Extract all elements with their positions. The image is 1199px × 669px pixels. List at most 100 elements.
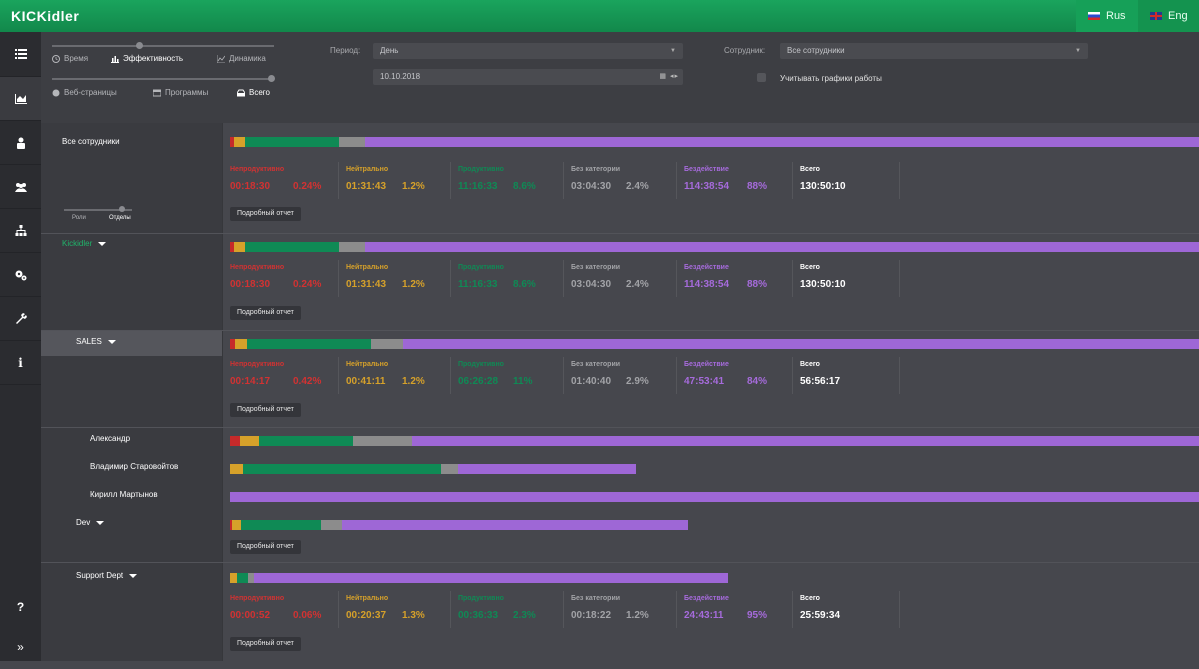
stat-value: 11:16:33	[458, 181, 498, 192]
stat-percent: 0.42%	[293, 376, 322, 387]
group-support[interactable]: Support Dept	[76, 571, 138, 580]
group-sales-bar[interactable]	[230, 339, 1199, 349]
sidebar-settings-button[interactable]	[0, 253, 41, 297]
sidebar-chart-button[interactable]	[0, 77, 41, 121]
tab-dynamics[interactable]: Динамика	[217, 54, 266, 63]
caret-down-icon[interactable]	[96, 520, 105, 525]
employee-select[interactable]: Все сотрудники ▼	[780, 43, 1088, 59]
departments-label[interactable]: Отделы	[109, 215, 131, 221]
stat-value: 11:16:33	[458, 279, 498, 290]
bar-segment-idle	[342, 520, 688, 530]
sidebar-user-lock-button[interactable]	[0, 121, 41, 165]
tab-programs[interactable]: Программы	[153, 88, 208, 97]
tab-efficiency[interactable]: Эффективность	[111, 54, 183, 63]
help-icon: ?	[16, 600, 25, 614]
roles-departments-toggle[interactable]	[64, 206, 132, 212]
bar-segment-idle	[254, 573, 728, 583]
sidebar-list-button[interactable]	[0, 32, 41, 77]
stat-percent: 1.2%	[402, 279, 425, 290]
date-input[interactable]: 10.10.2018 ▦ ◂▸	[373, 69, 683, 85]
employee-name[interactable]: Владимир Старовойтов	[90, 462, 179, 471]
group-dev-bar[interactable]	[230, 520, 688, 530]
toggle-knob[interactable]	[119, 206, 125, 212]
stat-unproductive: Непродуктивно 00:00:52 0.06%	[223, 591, 339, 628]
group-kickidler-bar[interactable]	[230, 242, 1199, 252]
bar-segment-productive	[243, 464, 441, 474]
calendar-nav-icon[interactable]: ▦ ◂▸	[659, 73, 679, 80]
detailed-report-button[interactable]: Подробный отчет	[230, 207, 301, 221]
bar-segment-productive	[245, 137, 339, 147]
employee-name[interactable]: Кирилл Мартынов	[90, 490, 158, 499]
detailed-report-button[interactable]: Подробный отчет	[230, 306, 301, 320]
bar-chart-icon	[111, 55, 119, 63]
stat-neutral: Нейтрально 01:31:43 1.2%	[339, 162, 451, 199]
list-icon	[14, 49, 27, 59]
stat-productive: Продуктивно 11:16:33 8.6%	[451, 162, 564, 199]
caret-down-icon[interactable]	[107, 339, 116, 344]
sidebar-expand-button[interactable]: »	[0, 625, 41, 669]
group-support-bar[interactable]	[230, 573, 728, 583]
group-dev-label: Dev	[76, 518, 91, 527]
source-slider[interactable]	[52, 75, 275, 82]
stat-productive: Продуктивно 00:36:33 2.3%	[451, 591, 564, 628]
period-select-value: День	[380, 46, 399, 55]
stats-support: Непродуктивно 00:00:52 0.06% Нейтрально 00:2…	[223, 591, 900, 628]
employee-bar[interactable]	[230, 492, 1199, 502]
stat-idle: Бездействие 114:38:54 88%	[677, 162, 793, 199]
lang-eng-button[interactable]: Eng	[1138, 0, 1199, 32]
stat-value: 00:18:22	[571, 610, 612, 621]
mode-slider-knob[interactable]	[136, 42, 143, 49]
globe-icon	[52, 89, 60, 96]
tab-time[interactable]: Время	[52, 54, 88, 63]
mode-slider[interactable]	[52, 42, 274, 49]
employee-bar[interactable]	[230, 464, 636, 474]
stat-value: 00:18:30	[230, 279, 271, 290]
group-dev[interactable]: Dev	[76, 518, 105, 527]
sidebar-team-button[interactable]	[0, 165, 41, 209]
sidebar-help-button[interactable]: ?	[0, 585, 41, 629]
detailed-report-button[interactable]: Подробный отчет	[230, 540, 301, 554]
group-kickidler[interactable]: Kickidler	[62, 239, 107, 248]
roles-label[interactable]: Роли	[72, 215, 86, 221]
group-sales[interactable]: SALES	[76, 337, 116, 346]
row-divider	[41, 562, 1199, 563]
sidebar-tools-button[interactable]	[0, 297, 41, 341]
group-all-employees[interactable]: Все сотрудники	[62, 137, 120, 146]
row-divider	[41, 233, 1199, 234]
tab-all-label: Всего	[249, 88, 270, 97]
stat-value: 130:50:10	[800, 279, 846, 290]
sidebar-info-button[interactable]: i	[0, 341, 41, 385]
app-logo[interactable]: KICKidler	[11, 8, 80, 24]
tab-webpages[interactable]: Веб-страницы	[52, 88, 117, 97]
bar-segment-idle	[412, 436, 1199, 446]
row-divider	[41, 427, 1199, 428]
gears-icon	[15, 270, 26, 280]
caret-down-icon[interactable]	[129, 573, 138, 578]
stat-percent: 2.4%	[626, 181, 649, 192]
bar-segment-productive	[237, 573, 248, 583]
employee-bar[interactable]	[230, 436, 1199, 446]
lang-rus-button[interactable]: Rus	[1076, 0, 1138, 32]
stat-unproductive: Непродуктивно 00:18:30 0.24%	[223, 260, 339, 297]
group-all-bar[interactable]	[230, 137, 1199, 147]
detailed-report-button[interactable]: Подробный отчет	[230, 637, 301, 651]
tab-time-label: Время	[64, 54, 89, 63]
stat-neutral: Нейтрально 01:31:43 1.2%	[339, 260, 451, 297]
stat-title: Бездействие	[684, 166, 729, 173]
stat-title: Непродуктивно	[230, 166, 285, 173]
source-slider-knob[interactable]	[268, 75, 275, 82]
sidebar-hierarchy-button[interactable]	[0, 209, 41, 253]
stat-title: Всего	[800, 264, 820, 271]
bar-segment-unproductive	[230, 436, 240, 446]
schedule-checkbox[interactable]	[757, 73, 766, 82]
period-select[interactable]: День ▼	[373, 43, 683, 59]
stat-title: Бездействие	[684, 264, 729, 271]
tab-all[interactable]: Всего	[237, 88, 270, 97]
employee-name[interactable]: Александр	[90, 434, 131, 443]
caret-down-icon[interactable]	[98, 241, 107, 246]
stat-total: Всего 25:59:34	[793, 591, 900, 628]
inbox-icon	[237, 89, 245, 96]
stat-title: Продуктивно	[458, 264, 504, 271]
detailed-report-button[interactable]: Подробный отчет	[230, 403, 301, 417]
stat-title: Нейтрально	[346, 595, 389, 602]
